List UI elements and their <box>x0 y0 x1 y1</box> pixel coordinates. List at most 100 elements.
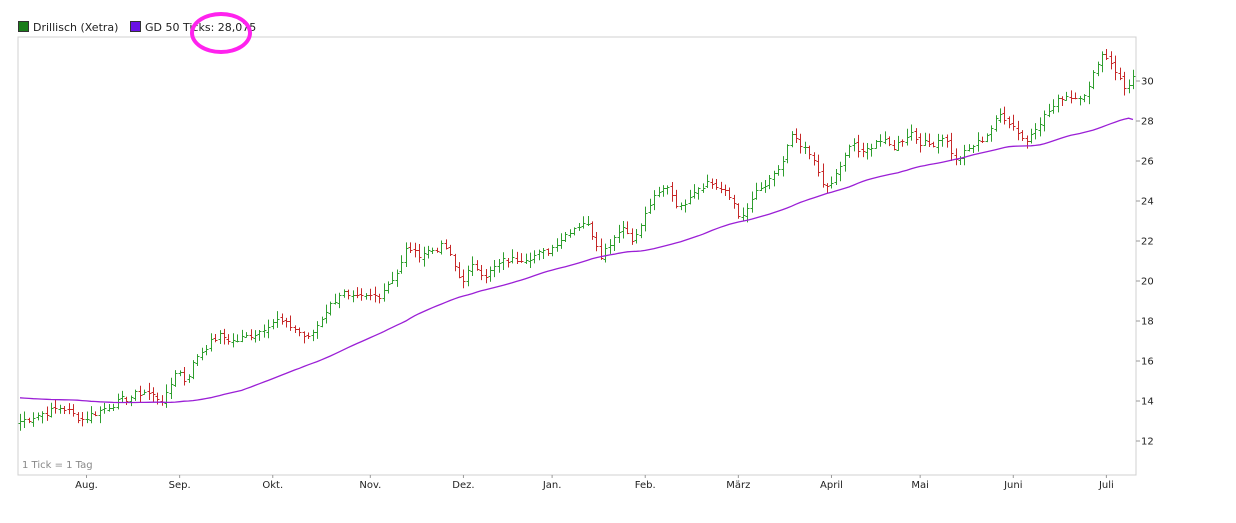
ohlc-bar <box>58 404 63 414</box>
ohlc-bar <box>129 395 134 407</box>
ohlc-bar <box>386 281 391 294</box>
ohlc-bar <box>355 287 360 299</box>
ohlc-bar <box>763 180 768 193</box>
ohlc-bar <box>1056 94 1061 113</box>
y-tick-label: 24 <box>1141 197 1154 208</box>
ohlc-bar <box>772 170 777 187</box>
ohlc-bar <box>732 194 737 209</box>
ohlc-bar <box>998 108 1003 123</box>
x-tick-label: Mai <box>911 480 929 491</box>
ohlc-bar <box>342 289 347 298</box>
legend-item-moving-average[interactable]: GD 50 Ticks: 28,075 <box>130 21 256 35</box>
ohlc-bar <box>479 264 484 281</box>
x-tick-label: Juli <box>1098 480 1114 491</box>
ohlc-bar <box>945 134 950 148</box>
ohlc-bar <box>603 243 608 263</box>
ohlc-bar <box>577 223 582 231</box>
ohlc-bar <box>187 374 192 383</box>
ohlc-bar <box>302 331 307 344</box>
ohlc-bar <box>195 354 200 366</box>
ohlc-bar <box>173 370 178 387</box>
ohlc-bar <box>293 325 298 333</box>
ohlc-bar <box>541 247 546 259</box>
ohlc-bar <box>151 387 156 402</box>
ohlc-bar <box>284 317 289 328</box>
ohlc-bar <box>568 229 573 238</box>
ohlc-bar <box>821 163 826 188</box>
ohlc-bar <box>501 252 506 270</box>
ohlc-bar <box>373 286 378 303</box>
ohlc-bar <box>648 198 653 214</box>
plot-area <box>17 36 1137 476</box>
ohlc-bar <box>209 333 214 352</box>
ohlc-bar <box>164 384 169 408</box>
ohlc-bar <box>328 301 333 316</box>
ohlc-bar <box>266 319 271 339</box>
ohlc-bar <box>85 411 90 424</box>
ohlc-bar <box>838 161 843 182</box>
ohlc-bar <box>1002 106 1007 125</box>
ohlc-bar <box>745 203 750 223</box>
ohlc-bar <box>985 133 990 143</box>
ohlc-bar <box>49 402 54 418</box>
ohlc-bar <box>116 393 121 410</box>
ohlc-bar <box>900 139 905 147</box>
y-tick-label: 20 <box>1141 277 1154 288</box>
ohlc-bar <box>528 252 533 268</box>
ohlc-bar <box>231 333 236 348</box>
ohlc-bar <box>696 187 701 200</box>
ohlc-bar <box>40 411 45 424</box>
ohlc-bar <box>790 131 795 148</box>
ohlc-bar <box>191 360 196 380</box>
ohlc-bar <box>1007 116 1012 129</box>
x-axis: Aug. Sep. Okt. Nov. Dez. Jan. Feb. März April Mai… <box>75 475 1114 491</box>
ohlc-bar <box>630 228 635 245</box>
ohlc-bar <box>253 330 258 343</box>
ohlc-bar <box>240 329 245 343</box>
ohlc-bar <box>218 330 223 344</box>
ohlc-bar <box>532 250 537 264</box>
ohlc-bar <box>249 329 254 341</box>
ohlc-bar <box>1033 123 1038 140</box>
ohlc-bar <box>967 144 972 152</box>
ohlc-bar <box>719 181 724 194</box>
ohlc-bar <box>36 412 41 421</box>
ohlc-bar <box>674 189 679 209</box>
ohlc-bar <box>519 253 524 263</box>
ohlc-bar <box>18 413 23 431</box>
ohlc-bar <box>931 141 936 148</box>
ohlc-bar <box>829 176 834 189</box>
ohlc-bar <box>333 293 338 305</box>
x-tick-label: Nov. <box>359 480 381 491</box>
ohlc-bar <box>723 184 728 197</box>
ohlc-bar <box>617 224 622 243</box>
ohlc-bar <box>1060 96 1065 107</box>
ohlc-bar <box>1069 90 1074 104</box>
ohlc-bar <box>710 178 715 189</box>
ohlc-bar <box>67 403 72 415</box>
ohlc-bar <box>1109 51 1114 70</box>
ohlc-bar <box>971 144 976 154</box>
ohlc-bar <box>847 144 852 158</box>
ohlc-bar <box>359 288 364 301</box>
ohlc-bar <box>182 367 187 386</box>
ohlc-bar <box>497 258 502 273</box>
ohlc-bar <box>297 327 302 337</box>
ohlc-bar <box>1118 67 1123 81</box>
ohlc-bar <box>315 321 320 339</box>
ohlc-bar <box>475 260 480 271</box>
ohlc-bar <box>311 329 316 342</box>
ohlc-bar <box>785 144 790 164</box>
y-tick-label: 16 <box>1141 357 1154 368</box>
legend-item-price[interactable]: Drillisch (Xetra) <box>18 21 118 35</box>
ohlc-bar <box>869 143 874 157</box>
y-tick-label: 14 <box>1141 397 1154 408</box>
ohlc-bar <box>470 256 475 276</box>
ohlc-bar <box>1131 69 1136 90</box>
ohlc-bar <box>235 334 240 343</box>
ohlc-bar <box>812 152 817 166</box>
ohlc-bar <box>430 247 435 255</box>
ohlc-bar <box>244 332 249 338</box>
ohlc-bar <box>781 156 786 177</box>
